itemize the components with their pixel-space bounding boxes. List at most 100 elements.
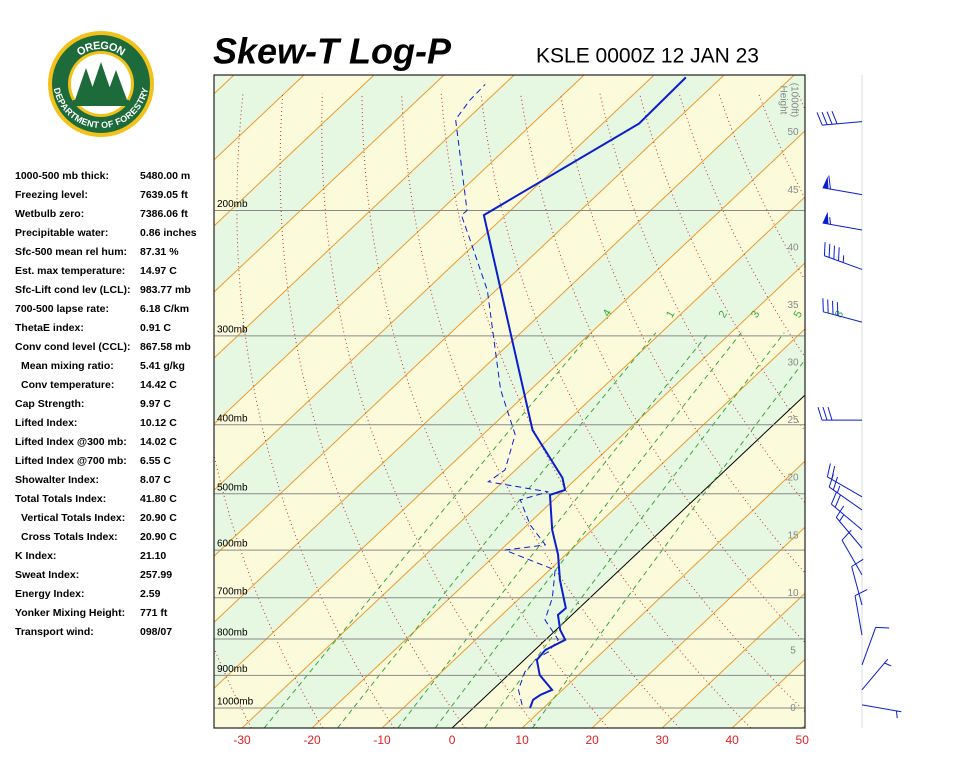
index-value: 14.42 C (140, 379, 177, 391)
index-label: Mean mixing ratio: (21, 360, 114, 372)
wind-barb (861, 658, 892, 691)
y-tick-label: 300mb (217, 324, 248, 335)
index-value: 0.91 C (140, 322, 171, 334)
index-label: Est. max temperature: (15, 265, 125, 277)
dry-adiabat (520, 93, 805, 644)
dry-adiabat (878, 94, 960, 728)
isotherm (214, 75, 795, 623)
isotherm (801, 724, 805, 728)
dry-adiabat (838, 94, 960, 728)
mixing-ratio-line (484, 332, 785, 728)
wind-barb (861, 626, 890, 666)
dry-adiabat (797, 93, 805, 111)
index-value: 20.90 C (140, 531, 177, 543)
mixing-ratio-label: 8 (833, 309, 846, 320)
wind-barb (828, 473, 863, 511)
wind-barb-shaft (817, 406, 862, 421)
x-tick-label: 20 (585, 733, 599, 747)
isotherm (591, 526, 805, 728)
isotherm (311, 262, 805, 728)
index-value: 41.80 C (140, 493, 177, 505)
wind-flag (822, 211, 829, 225)
dry-adiabat (361, 93, 609, 728)
y2-tick-label: 50 (787, 127, 799, 138)
isotherm (521, 460, 805, 728)
mixing-ratio-label: 3 (749, 309, 762, 320)
mixing-ratio-line (434, 332, 742, 728)
mixing-ratio-label: 2 (717, 309, 730, 320)
index-value: 14.97 C (140, 265, 177, 277)
y-tick-label: 400mb (217, 413, 248, 424)
wind-barb (817, 406, 862, 421)
index-label: Total Totals Index: (15, 493, 106, 505)
wind-barb-shaft (822, 175, 863, 196)
plot-border (213, 74, 806, 729)
dry-adiabat (559, 93, 805, 574)
x-tick-label: 50 (796, 733, 810, 747)
wind-barb (822, 175, 863, 196)
mixing-ratio-line (337, 332, 657, 728)
dry-adiabat (678, 93, 805, 358)
dry-adiabat (401, 93, 680, 728)
y-tick-label: 1000mb (217, 697, 254, 708)
isotherm (214, 130, 805, 690)
y2-tick-label: 25 (787, 415, 799, 426)
plot-overlay: .4 1 2 3 5 81000mb900mb800mb700mb600mb500mb40… (217, 83, 846, 747)
index-label: Sweat Index: (15, 569, 79, 581)
dry-adiabat (917, 94, 960, 728)
wind-barb-shaft (861, 704, 902, 719)
y2-tick-label: 5 (790, 645, 796, 656)
y2-tick-label: 15 (787, 530, 799, 541)
wind-barb (854, 589, 868, 636)
wind-barb-shaft (861, 658, 892, 691)
wind-barb-shaft (841, 529, 863, 576)
y-tick-label: 700mb (217, 586, 248, 597)
y2-tick-label: 35 (787, 300, 799, 311)
index-value: 7639.05 ft (140, 189, 188, 201)
temperature-band (214, 75, 805, 689)
index-value: 20.90 C (140, 512, 177, 524)
mixing-ratio-label: 1 (664, 309, 677, 320)
y2-tick-label: 40 (787, 242, 799, 253)
index-value: 6.18 C/km (140, 303, 189, 315)
logo: OREGON DEPARTMENT OF FORESTRY (48, 31, 154, 137)
wind-barb-shaft (851, 558, 864, 606)
y2-tick-label: 30 (787, 358, 799, 369)
y-tick-label: 500mb (217, 482, 248, 493)
index-value: 10.12 C (140, 417, 177, 429)
index-value: 8.07 C (140, 474, 171, 486)
y2-tick-label: 45 (787, 185, 799, 196)
index-label: Showalter Index: (15, 474, 99, 486)
wind-barb-shaft (822, 298, 863, 323)
index-label: Vertical Totals Index: (21, 512, 125, 524)
wind-barb-shaft (861, 626, 890, 666)
index-label: Precipitable water: (15, 227, 108, 239)
index-value: 867.58 mb (140, 341, 191, 353)
index-label: 700-500 lapse rate: (15, 303, 109, 315)
y2-tick-label: 10 (787, 588, 799, 599)
y2-tick-label: 0 (790, 703, 796, 714)
index-label: Sfc-Lift cond lev (LCL): (15, 284, 131, 296)
wind-barb (826, 463, 863, 498)
index-label: K Index: (15, 550, 56, 562)
index-label: Cap Strength: (15, 398, 84, 410)
plot-area (214, 75, 960, 728)
x-tick-label: 30 (655, 733, 669, 747)
index-value: 7386.06 ft (140, 208, 188, 220)
wind-barb (822, 298, 863, 323)
dewpoint-trace (455, 84, 559, 705)
x-tick-label: -20 (303, 733, 321, 747)
wind-barb-shaft (828, 473, 863, 511)
index-value: 9.97 C (140, 398, 171, 410)
temperature-band (214, 130, 805, 728)
wind-barb-shaft (822, 217, 863, 231)
y2-tick-label: 20 (787, 473, 799, 484)
isotherm (214, 75, 585, 425)
index-label: Lifted Index: (15, 417, 77, 429)
wind-flag (822, 176, 829, 189)
wind-barb (861, 704, 902, 719)
index-label: Lifted Index @300 mb: (15, 436, 127, 448)
isotherm (381, 328, 805, 728)
